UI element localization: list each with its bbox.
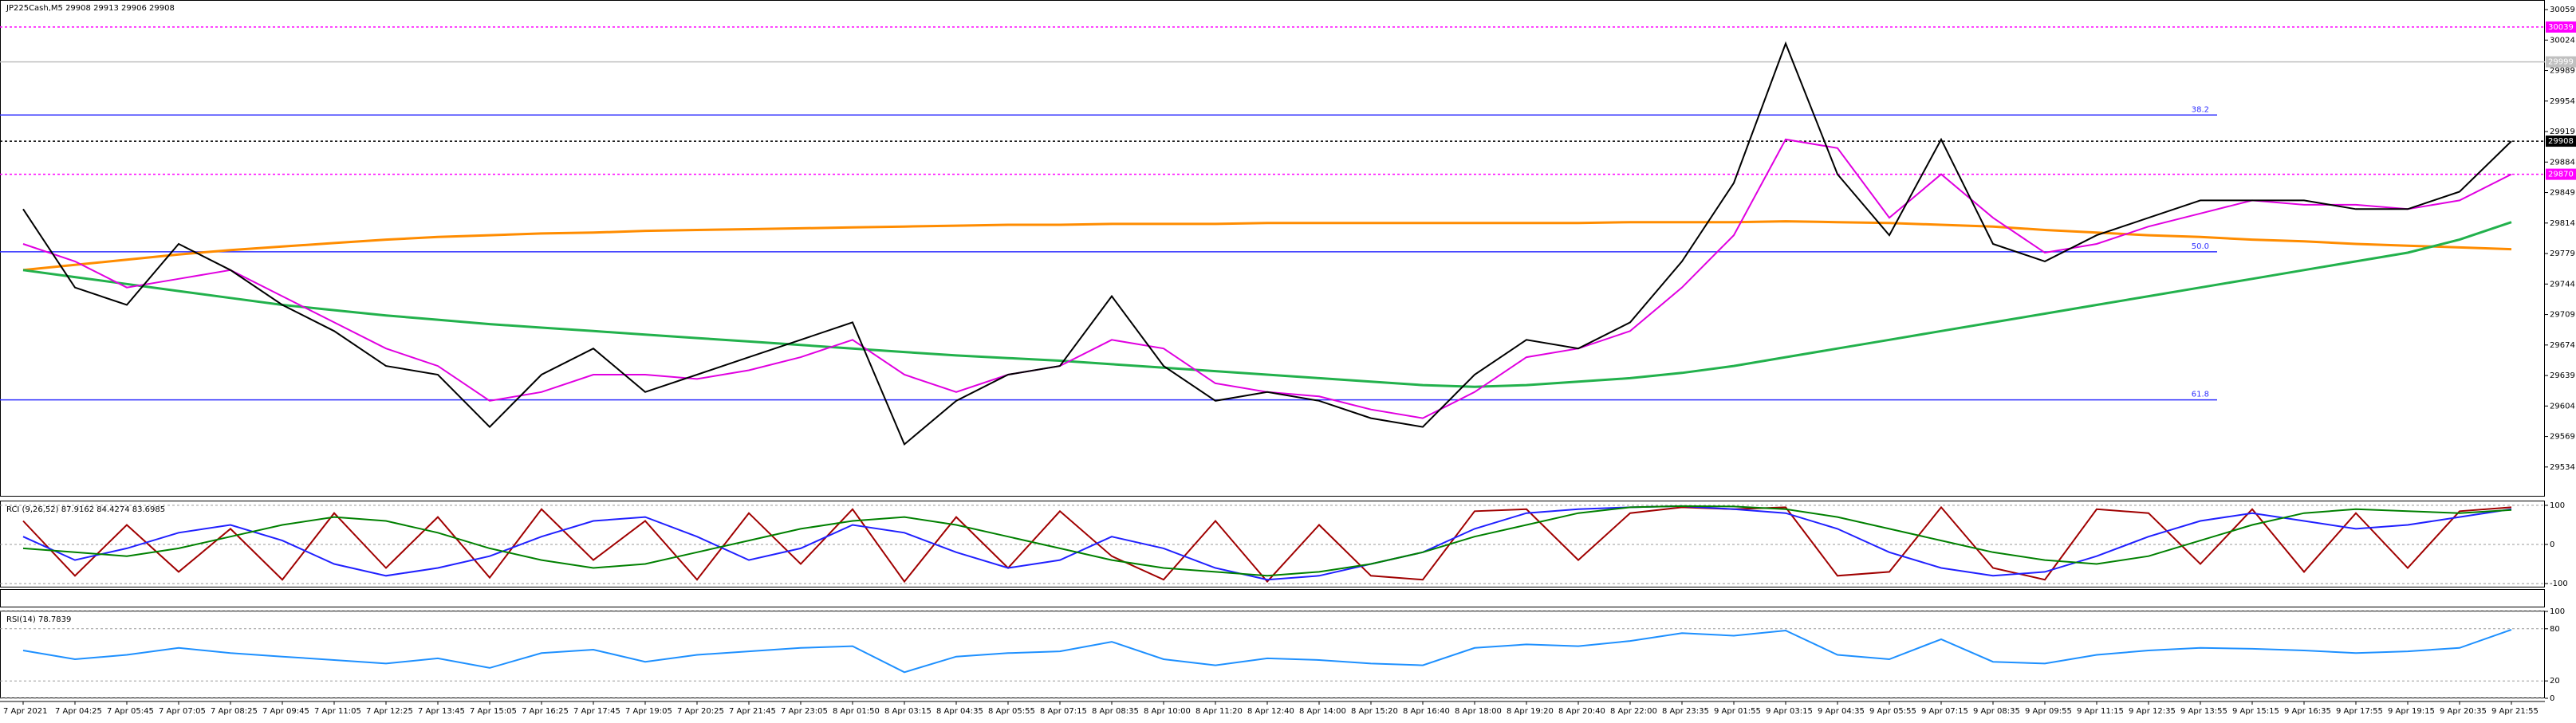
x-tick-label: 9 Apr 13:55 <box>2180 707 2227 716</box>
fib-label: 38.2 <box>2192 105 2209 114</box>
price-tag-label: 29908 <box>2548 137 2574 146</box>
series-line <box>22 41 2512 446</box>
x-tick-label: 7 Apr 20:25 <box>677 707 724 716</box>
x-tick-label: 8 Apr 10:00 <box>1144 707 1191 716</box>
y-tick-label: 29884 <box>2550 158 2575 167</box>
x-tick-label: 8 Apr 18:00 <box>1455 707 1502 716</box>
x-tick-label: 9 Apr 05:55 <box>1869 707 1916 716</box>
x-tick-label: 8 Apr 04:35 <box>936 707 983 716</box>
y-tick-label: 0 <box>2550 540 2554 549</box>
x-tick-label: 7 Apr 19:05 <box>625 707 672 716</box>
price-tag <box>2546 56 2576 68</box>
x-tick-label: 8 Apr 05:55 <box>988 707 1035 716</box>
x-tick-label: 7 Apr 23:05 <box>781 707 828 716</box>
x-tick-label: 8 Apr 15:20 <box>1351 707 1398 716</box>
price-tag <box>2546 136 2576 147</box>
x-tick-label: 7 Apr 21:45 <box>729 707 776 716</box>
x-tick-label: 8 Apr 12:40 <box>1247 707 1294 716</box>
x-tick-label: 9 Apr 11:15 <box>2077 707 2124 716</box>
series-line <box>22 505 2512 577</box>
y-tick-label: -100 <box>2550 580 2568 588</box>
y-tick-label: 20 <box>2550 677 2560 686</box>
x-tick-label: 7 Apr 15:05 <box>470 707 517 716</box>
x-tick-label: 9 Apr 09:55 <box>2025 707 2072 716</box>
series-line <box>22 628 2512 674</box>
x-tick-label: 9 Apr 15:15 <box>2232 707 2279 716</box>
x-tick-label: 8 Apr 16:40 <box>1403 707 1450 716</box>
series-line <box>22 221 2512 388</box>
main-panel <box>0 0 2545 497</box>
rsi-panel <box>0 611 2545 698</box>
x-tick-label: 7 Apr 05:45 <box>107 707 154 716</box>
y-tick-label: 0 <box>2550 694 2554 703</box>
panel-title: RCI (9,26,52) 87.9162 84.4274 83.6985 <box>6 505 165 514</box>
price-tag <box>2546 168 2576 180</box>
x-tick-label: 9 Apr 17:55 <box>2336 707 2383 716</box>
x-tick-label: 9 Apr 03:15 <box>1766 707 1813 716</box>
y-tick-label: 30059 <box>2550 6 2575 14</box>
x-tick-label: 8 Apr 22:00 <box>1610 707 1657 716</box>
x-tick-label: 8 Apr 14:00 <box>1299 707 1346 716</box>
x-tick-label: 7 Apr 12:25 <box>366 707 413 716</box>
x-tick-label: 8 Apr 11:20 <box>1195 707 1243 716</box>
series-line <box>22 505 2512 584</box>
x-tick-label: 8 Apr 23:35 <box>1662 707 1709 716</box>
price-tag-label: 29870 <box>2548 171 2574 179</box>
x-tick-label: 9 Apr 20:35 <box>2440 707 2487 716</box>
y-tick-label: 29534 <box>2550 463 2575 472</box>
price-tag-label: 29999 <box>2548 58 2574 67</box>
x-tick-label: 7 Apr 13:45 <box>418 707 465 716</box>
fib-label: 61.8 <box>2192 391 2209 399</box>
series-line <box>22 505 2512 581</box>
x-tick-label: 9 Apr 01:55 <box>1714 707 1761 716</box>
y-tick-label: 29954 <box>2550 97 2575 106</box>
x-tick-label: 8 Apr 19:20 <box>1507 707 1554 716</box>
x-tick-label: 9 Apr 12:35 <box>2129 707 2176 716</box>
panel-title: JP225Cash,M5 29908 29913 29906 29908 <box>6 4 175 13</box>
panel-title: RSI(14) 78.7839 <box>6 615 71 624</box>
y-tick-label: 29779 <box>2550 250 2575 258</box>
y-tick-label: 29604 <box>2550 402 2575 411</box>
empty-panel <box>0 589 2545 607</box>
fib-label: 50.0 <box>2192 242 2209 251</box>
y-tick-label: 100 <box>2550 501 2565 510</box>
y-tick-label: 30024 <box>2550 36 2575 45</box>
y-tick-label: 29709 <box>2550 311 2575 320</box>
x-tick-label: 7 Apr 16:25 <box>522 707 569 716</box>
y-tick-label: 29744 <box>2550 280 2575 289</box>
x-tick-label: 7 Apr 11:05 <box>314 707 361 716</box>
x-tick-label: 9 Apr 07:15 <box>1921 707 1968 716</box>
x-tick-label: 8 Apr 03:15 <box>884 707 932 716</box>
x-tick-label: 7 Apr 08:25 <box>211 707 258 716</box>
y-tick-label: 29639 <box>2550 371 2575 380</box>
x-tick-label: 8 Apr 08:35 <box>1092 707 1139 716</box>
x-tick-label: 9 Apr 16:35 <box>2284 707 2331 716</box>
y-tick-label: 29849 <box>2550 189 2575 198</box>
price-tag <box>2546 21 2576 33</box>
y-tick-label: 100 <box>2550 607 2565 616</box>
x-tick-label: 7 Apr 2021 <box>3 707 47 716</box>
y-tick-label: 29814 <box>2550 219 2575 228</box>
x-tick-label: 8 Apr 01:50 <box>833 707 880 716</box>
x-tick-label: 7 Apr 17:45 <box>573 707 620 716</box>
x-tick-label: 9 Apr 21:55 <box>2491 707 2539 716</box>
x-tick-label: 7 Apr 07:05 <box>159 707 206 716</box>
y-tick-label: 29919 <box>2550 128 2575 136</box>
x-tick-label: 7 Apr 09:45 <box>262 707 309 716</box>
x-tick-label: 9 Apr 04:35 <box>1818 707 1865 716</box>
x-tick-label: 8 Apr 07:15 <box>1040 707 1087 716</box>
x-tick-label: 9 Apr 08:35 <box>1973 707 2020 716</box>
y-tick-label: 29569 <box>2550 433 2575 442</box>
x-tick-label: 9 Apr 19:15 <box>2388 707 2435 716</box>
y-tick-label: 80 <box>2550 625 2560 634</box>
y-tick-label: 29674 <box>2550 341 2575 350</box>
series-line <box>22 220 2512 272</box>
x-tick-label: 8 Apr 20:40 <box>1558 707 1605 716</box>
x-tick-label: 7 Apr 04:25 <box>55 707 102 716</box>
y-tick-label: 29989 <box>2550 67 2575 76</box>
price-tag-label: 30039 <box>2548 23 2574 32</box>
